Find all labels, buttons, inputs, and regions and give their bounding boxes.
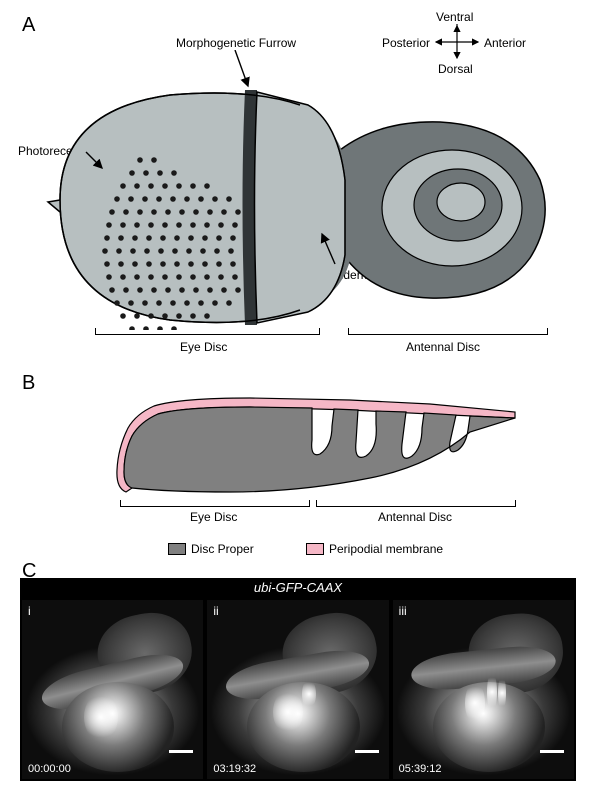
roman-i: i [28, 604, 31, 618]
microscopy-frame-2: ii 03:19:32 [207, 600, 388, 779]
label-eye-disc-b: Eye Disc [190, 510, 237, 524]
eye-antennal-disc-top-view [40, 50, 560, 330]
legend-peripodial-label: Peripodial membrane [329, 542, 443, 556]
bracket-eye-disc-b [120, 506, 310, 507]
scalebar-3 [540, 750, 564, 753]
compass-posterior: Posterior [382, 36, 430, 50]
roman-iii: iii [399, 604, 407, 618]
timestamp-1: 00:00:00 [28, 763, 71, 775]
bracket-antennal-disc [348, 334, 548, 335]
microscopy-frame-3: iii 05:39:12 [393, 600, 574, 779]
panel-c-images-row: i 00:00:00 ii 03:19:32 iii 05:39:12 [20, 598, 576, 781]
timestamp-2: 03:19:32 [213, 763, 256, 775]
compass-anterior: Anterior [484, 36, 526, 50]
legend-disc-proper: Disc Proper [168, 540, 254, 558]
panel-letter-b: B [22, 372, 35, 395]
label-antennal-disc-b: Antennal Disc [378, 510, 452, 524]
timestamp-3: 05:39:12 [399, 763, 442, 775]
legend-peripodial: Peripodial membrane [306, 540, 443, 558]
bracket-eye-disc [95, 334, 320, 335]
panel-c-container: ubi-GFP-CAAX i 00:00:00 ii 03:19:32 [20, 578, 576, 781]
compass-ventral: Ventral [436, 10, 473, 24]
roman-ii: ii [213, 604, 218, 618]
panel-c-header: ubi-GFP-CAAX [20, 578, 576, 598]
bracket-antennal-disc-b [316, 506, 516, 507]
microscopy-frame-1: i 00:00:00 [22, 600, 203, 779]
scalebar-1 [169, 750, 193, 753]
panel-letter-a: A [22, 14, 35, 37]
legend-disc-proper-label: Disc Proper [191, 542, 254, 556]
label-morphogenetic-furrow: Morphogenetic Furrow [176, 36, 296, 50]
scalebar-2 [355, 750, 379, 753]
label-antennal-disc-a: Antennal Disc [406, 340, 480, 354]
eye-antennal-disc-cross-section [110, 392, 530, 507]
label-eye-disc-a: Eye Disc [180, 340, 227, 354]
